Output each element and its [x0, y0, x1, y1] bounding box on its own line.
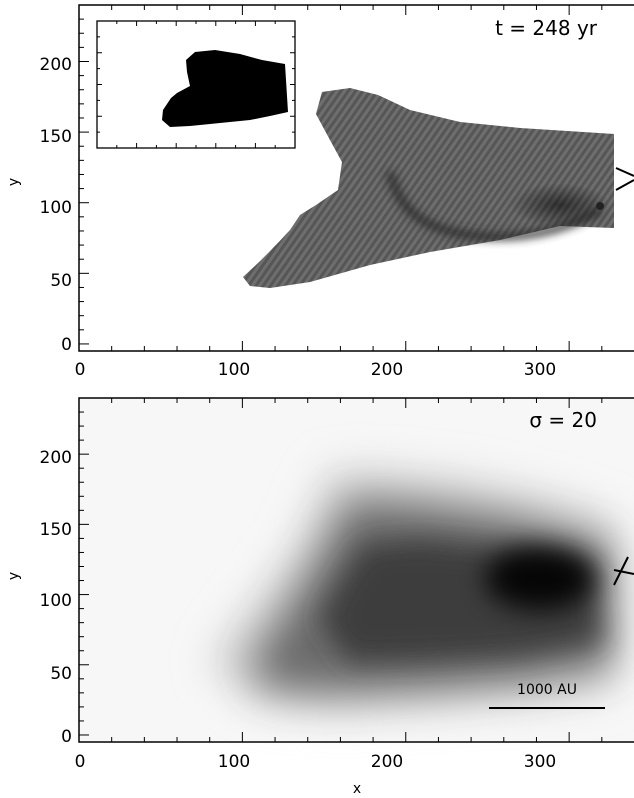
top-xtick-label-2: 200: [371, 360, 403, 380]
top-ytick-label-1: 50: [50, 271, 72, 291]
top-xtick-label-1: 100: [218, 360, 250, 380]
top-ticks: [78, 4, 634, 351]
bottom-ytick-label-2: 100: [40, 591, 72, 611]
jet-marker-bottom: [613, 556, 634, 586]
top-panel: t = 248 yr 0 100 200 300 0 50 100 150 20…: [6, 4, 634, 380]
top-xtick-label-3: 300: [524, 360, 556, 380]
bottom-xtick-label-0: 0: [75, 752, 86, 772]
dense-core-bottom: [485, 546, 595, 610]
bottom-xtick-label-3: 300: [524, 752, 556, 772]
bottom-xlabel: x: [353, 781, 361, 797]
bottom-xtick-label-2: 200: [371, 752, 403, 772]
dense-core-top: [510, 183, 610, 227]
bottom-smoothed-image: [80, 398, 634, 741]
bottom-plot-frame: [78, 397, 634, 743]
bottom-ytick-label-1: 50: [50, 664, 72, 684]
bottom-ytick-label-4: 200: [40, 448, 72, 468]
bottom-ytick-label-0: 0: [61, 727, 72, 747]
top-ytick-label-2: 100: [40, 198, 72, 218]
top-annotation: t = 248 yr: [495, 16, 598, 40]
bottom-ticks: [78, 397, 634, 742]
top-ytick-label-4: 200: [40, 55, 72, 75]
source-point-top: [596, 202, 604, 210]
scale-bar-label: 1000 AU: [517, 682, 577, 698]
inset-silhouette: [162, 50, 288, 127]
bottom-ytick-label-3: 150: [40, 520, 72, 540]
top-ytick-label-3: 150: [40, 127, 72, 147]
top-ytick-label-0: 0: [61, 335, 72, 355]
bottom-ylabel: y: [6, 572, 22, 580]
top-xtick-label-0: 0: [75, 360, 86, 380]
top-ylabel: y: [6, 178, 22, 186]
bottom-panel: σ = 20 1000 AU 0 100 200 300 0 50 100 15…: [6, 397, 634, 797]
outflow-shell-shading: [243, 88, 614, 288]
inset-plot: [96, 20, 296, 149]
jet-marker-top: [615, 167, 634, 191]
outflow-shell-top: [243, 88, 614, 288]
top-plot-frame: [78, 4, 634, 352]
bottom-annotation: σ = 20: [529, 408, 597, 432]
inset-ticks: [96, 20, 296, 149]
top-density-image: [243, 88, 634, 288]
bottom-xtick-label-1: 100: [218, 752, 250, 772]
